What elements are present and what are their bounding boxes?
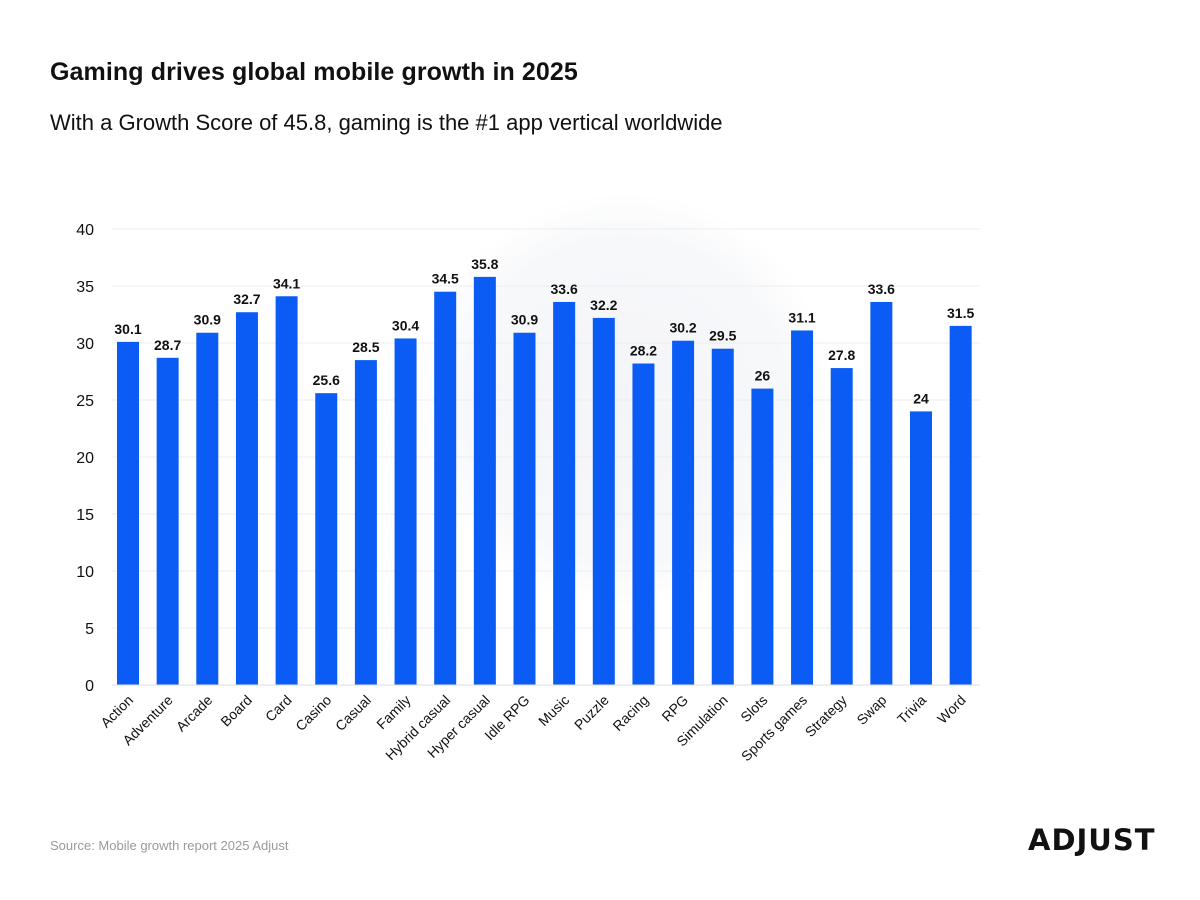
x-tick-label: Puzzle (571, 692, 612, 733)
bar-action (117, 341, 139, 685)
bar-sports-games (791, 330, 814, 685)
bar-card (275, 296, 298, 685)
x-tick-label: Music (535, 692, 572, 729)
x-tick-label: Swap (853, 692, 889, 728)
data-label: 30.2 (669, 320, 696, 336)
bar-simulation (711, 348, 734, 685)
data-label: 30.9 (511, 312, 538, 328)
bar-puzzle (592, 317, 615, 685)
x-tick-label: Strategy (802, 692, 850, 740)
source-note: Source: Mobile growth report 2025 Adjust (50, 838, 289, 853)
data-label: 30.9 (194, 312, 221, 328)
data-label: 24 (913, 390, 929, 406)
data-label: 30.1 (114, 321, 141, 337)
data-label: 32.7 (233, 291, 260, 307)
bar-hybrid-casual (434, 291, 457, 685)
x-tick-label: Card (262, 692, 295, 725)
bar-adventure (156, 357, 179, 685)
y-tick-label: 40 (76, 222, 94, 239)
data-label: 27.8 (828, 347, 855, 363)
bar-idle-rpg (513, 332, 536, 685)
data-label: 31.1 (788, 309, 815, 325)
x-tick-label: Casual (332, 692, 374, 734)
bar-strategy (830, 368, 853, 685)
data-label: 29.5 (709, 328, 736, 344)
bar-casual (354, 360, 377, 685)
x-tick-label: RPG (658, 692, 691, 725)
y-tick-label: 30 (76, 336, 94, 353)
data-label: 28.2 (630, 343, 657, 359)
data-label: 26 (755, 368, 771, 384)
data-label: 28.5 (352, 339, 379, 355)
y-tick-label: 20 (76, 450, 94, 467)
bar-slots (751, 388, 774, 685)
bar-swap (870, 301, 893, 685)
bar-hyper-casual (473, 276, 496, 685)
chart-title: Gaming drives global mobile growth in 20… (50, 58, 578, 86)
data-label: 33.6 (551, 281, 578, 297)
chart-subtitle: With a Growth Score of 45.8, gaming is t… (50, 110, 723, 135)
bar-word (949, 325, 972, 685)
data-label: 34.5 (432, 271, 459, 287)
x-tick-label: Word (934, 692, 969, 727)
data-label: 30.4 (392, 317, 419, 333)
y-tick-label: 5 (85, 621, 94, 638)
data-label: 31.5 (947, 305, 974, 321)
y-tick-label: 10 (76, 564, 94, 581)
y-tick-label: 0 (85, 678, 94, 695)
bar-trivia (910, 411, 932, 685)
y-tick-label: 35 (76, 279, 94, 296)
x-tick-label: Slots (737, 692, 770, 725)
bar-board (235, 312, 258, 685)
bar-arcade (196, 332, 219, 685)
bar-family (394, 338, 417, 685)
y-tick-label: 15 (76, 507, 94, 524)
bar-racing (632, 363, 655, 685)
data-label: 34.1 (273, 275, 300, 291)
data-label: 33.6 (868, 281, 895, 297)
data-label: 32.2 (590, 297, 617, 313)
data-label: 25.6 (313, 372, 340, 388)
x-tick-label: Casino (292, 692, 334, 734)
x-tick-label: Trivia (894, 692, 929, 727)
x-tick-label: Arcade (173, 692, 216, 735)
data-label: 28.7 (154, 337, 181, 353)
bar-casino (315, 393, 338, 685)
bar-music (553, 301, 576, 685)
brand-logo: ADJUST (1028, 823, 1156, 857)
bar-rpg (672, 340, 695, 685)
data-label: 35.8 (471, 256, 498, 272)
y-tick-label: 25 (76, 393, 94, 410)
x-tick-label: Racing (609, 692, 651, 734)
x-tick-label: Board (217, 692, 255, 730)
